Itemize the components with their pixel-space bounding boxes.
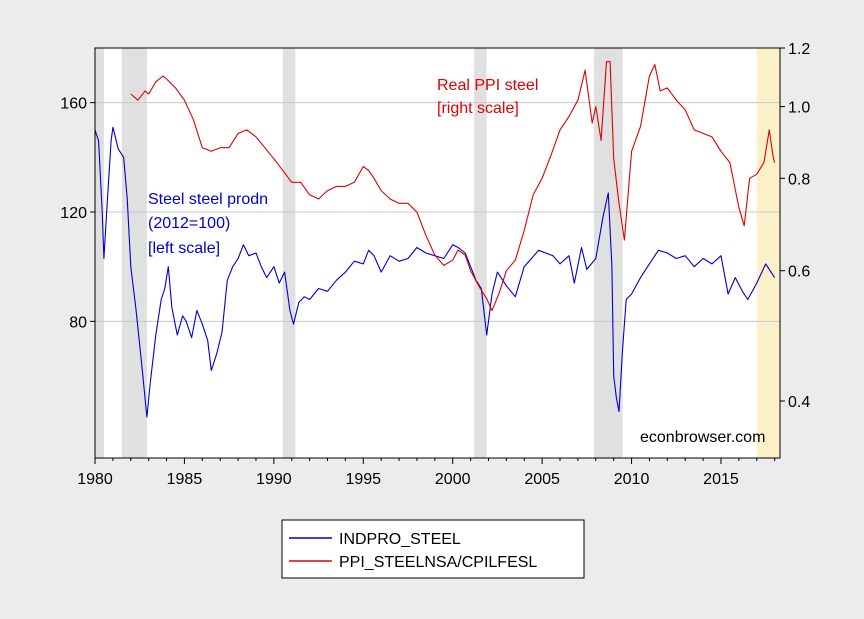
legend-box	[281, 519, 585, 579]
annotation-blue-line1: Steel steel prodn	[148, 191, 268, 208]
recession-band-1	[95, 48, 104, 458]
axes: 1980 1985 1990 1995 2000 2005 2010 2015 80 120 160…	[60, 41, 810, 488]
grid-lines	[95, 102, 780, 322]
legend-label-indpro: INDPRO_STEEL	[339, 531, 461, 548]
y-right-tick-label-0.6: 0.6	[788, 264, 810, 281]
x-tick-label-1995: 1995	[345, 471, 381, 488]
highlight-band	[756, 48, 780, 458]
series-layer	[94, 61, 776, 418]
legend: INDPRO_STEEL PPI_STEELNSA/CPILFESL	[281, 519, 585, 579]
y-right-tick-label-0.4: 0.4	[788, 394, 810, 411]
annotation-blue-line3: [left scale]	[148, 240, 220, 257]
recession-band-4	[474, 48, 487, 458]
y-left-tick-label-160: 160	[60, 96, 87, 113]
x-tick-label-2000: 2000	[435, 471, 471, 488]
x-tick-label-1980: 1980	[77, 471, 113, 488]
x-tick-label-1990: 1990	[256, 471, 292, 488]
y-right-tick-label-1.2: 1.2	[788, 41, 810, 58]
annotation-red-line2: [right scale]	[437, 100, 519, 117]
recession-band-2	[121, 48, 147, 458]
x-tick-label-2015: 2015	[703, 471, 739, 488]
y-left-tick-label-120: 120	[60, 205, 87, 222]
x-tick-label-2010: 2010	[614, 471, 650, 488]
watermark-text: econbrowser.com	[640, 429, 765, 446]
plot-frame	[94, 47, 781, 459]
y-right-tick-label-1.0: 1.0	[788, 100, 810, 117]
x-tick-label-1985: 1985	[167, 471, 203, 488]
series-line-indpro-steel	[94, 126, 776, 418]
annotation-blue-line2: (2012=100)	[148, 215, 230, 232]
legend-label-ppi: PPI_STEELNSA/CPILFESL	[339, 554, 537, 571]
series-line-ppi-steel	[130, 61, 776, 312]
annotation-red-line1: Real PPI steel	[437, 77, 538, 94]
recession-band-5	[593, 48, 623, 458]
recession-band-3	[282, 48, 296, 458]
recession-shading	[95, 48, 780, 458]
y-left-tick-label-80: 80	[69, 314, 87, 331]
x-tick-label-2005: 2005	[524, 471, 560, 488]
y-right-tick-label-0.8: 0.8	[788, 171, 810, 188]
